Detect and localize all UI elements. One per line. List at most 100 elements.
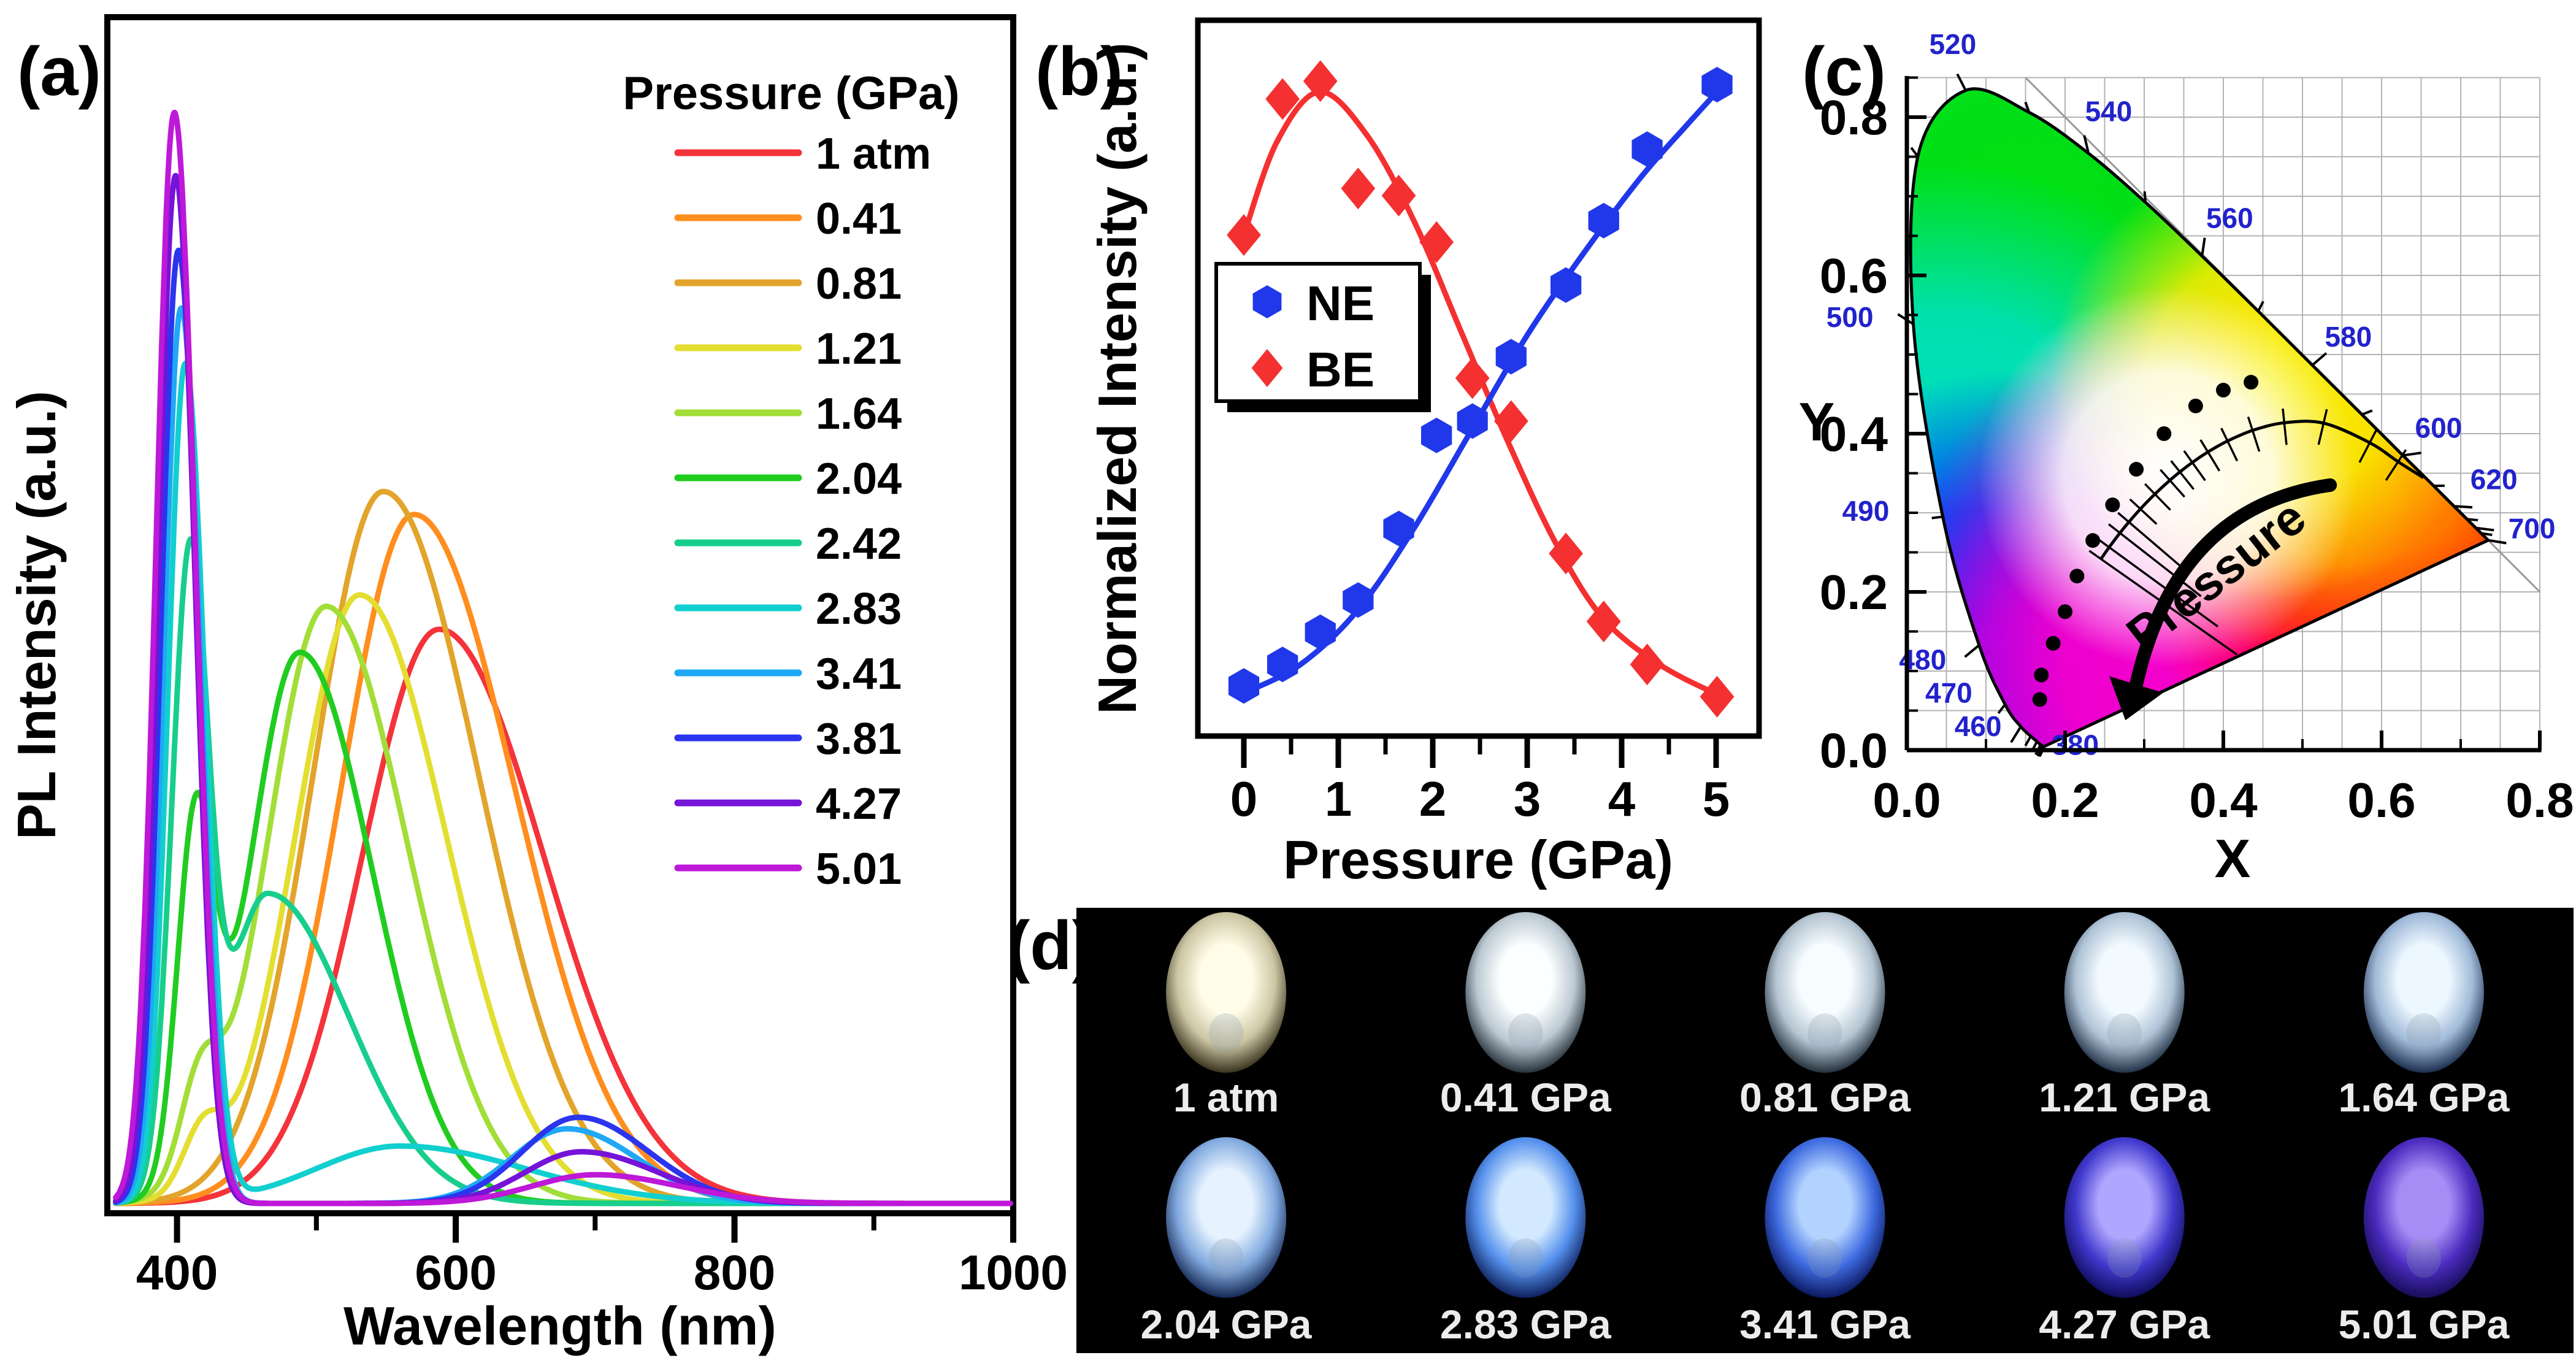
- cie-locus-tick: [2024, 735, 2032, 746]
- ne-point: [1343, 582, 1374, 618]
- cie-spectral-locus: [1909, 87, 2491, 748]
- sample-culet-0.41 GPa: [1508, 1013, 1543, 1053]
- ne-point: [1551, 267, 1582, 303]
- panel-c-y-tick-label: 0.4: [1820, 407, 1888, 461]
- cie-locus-tick: [2010, 726, 2022, 743]
- cie-data-dot: [2216, 383, 2231, 398]
- be-point: [1630, 643, 1665, 686]
- cct-isotherm: [2282, 409, 2288, 445]
- panel-d-label: (d): [1007, 907, 1095, 984]
- cie-data-dot: [2045, 635, 2061, 651]
- cct-isotherm: [2144, 483, 2171, 511]
- be-point: [1419, 221, 1454, 263]
- panel-a-tick-label: 400: [136, 1245, 218, 1300]
- panel-c-y-tick-label: 0.0: [1820, 723, 1888, 778]
- panel-c-x-tick-label: 0.6: [2347, 773, 2415, 827]
- panel-d-photos: 1 atm 0.41 GPa 0.81 GPa 1.21 GPa 1.64 GPa 2.0…: [1076, 908, 2574, 1353]
- sample-culet-2.04 GPa: [1209, 1238, 1244, 1278]
- be-point: [1455, 357, 1490, 399]
- panel-b-tick-label: 2: [1419, 772, 1447, 826]
- photo-pressure-label: 2.04 GPa: [1141, 1302, 1313, 1347]
- cct-isotherm: [2220, 428, 2239, 462]
- be-point: [1700, 675, 1735, 718]
- cie-wavelength-label: 460: [1955, 710, 2002, 742]
- panel-a-frame: [104, 14, 1016, 1216]
- cie-locus-tick: [1964, 644, 1980, 658]
- cie-data-dot: [2069, 569, 2085, 584]
- cct-isotherm: [2129, 498, 2158, 525]
- ne-point: [1305, 614, 1336, 650]
- panel-b-tick-label: 1: [1325, 772, 1352, 826]
- be-point: [1381, 174, 1416, 217]
- legend-ne-marker: [1252, 285, 1282, 318]
- sample-photo-0.81 GPa: [1765, 912, 1885, 1073]
- ne-point: [1228, 668, 1260, 704]
- sample-culet-3.41 GPa: [1807, 1238, 1842, 1278]
- panel-b-yaxis-title: Normalized Intensity (a.u.): [1087, 42, 1148, 714]
- panel-c-y-tick-label: 0.6: [1820, 248, 1888, 303]
- cie-locus-tick: [2475, 526, 2494, 532]
- panel-b-tick-label: 0: [1230, 772, 1258, 826]
- panel-b-frame: [1195, 17, 1762, 739]
- panel-c-xaxis-title: X: [2215, 828, 2251, 889]
- cie-horseshoe-fill: [1911, 88, 2488, 746]
- cct-isotherm: [2199, 439, 2221, 472]
- legend-label-3.41: 3.41: [816, 650, 902, 699]
- cct-isotherm: [2317, 409, 2328, 445]
- panel-a-tick-label: 800: [694, 1245, 775, 1300]
- be-point: [1303, 60, 1338, 102]
- sample-photo-1.64 GPa: [2363, 912, 2484, 1073]
- cie-locus-tick: [2466, 518, 2478, 522]
- cie-locus-tick: [2453, 505, 2473, 509]
- sample-culet-1.21 GPa: [2107, 1013, 2142, 1053]
- panel-b-legend-box: [1214, 262, 1422, 403]
- legend-label-2.42: 2.42: [816, 520, 902, 569]
- photo-pressure-label: 3.41 GPa: [1739, 1302, 1911, 1347]
- cie-wavelength-label: 700: [2509, 512, 2556, 544]
- pressure-arrow: [2129, 478, 2337, 691]
- cie-locus-tick: [2402, 451, 2421, 457]
- panel-b-tick-label: 5: [1703, 772, 1730, 826]
- cie-locus-tick: [2024, 101, 2031, 113]
- cie-locus-tick: [2361, 409, 2373, 416]
- cie-wavelength-label: 580: [2325, 321, 2372, 353]
- cie-data-dot: [2085, 533, 2101, 548]
- panel-b-plot: 0 1 2 3 4 5 NE BE: [1195, 17, 1762, 826]
- cct-isotherm: [2358, 429, 2377, 463]
- sample-culet-5.01 GPa: [2406, 1238, 2441, 1278]
- cct-isotherm: [2385, 449, 2407, 481]
- legend-label-0.41: 0.41: [816, 194, 902, 244]
- cie-locus-tick: [1997, 704, 2006, 715]
- legend-label-2.04: 2.04: [816, 455, 902, 504]
- ne-point: [1588, 202, 1619, 239]
- cie-wavelength-label: 600: [2415, 412, 2463, 443]
- cct-isotherm: [2108, 523, 2202, 597]
- cie-wavelength-label: 500: [1827, 301, 1874, 333]
- cie-locus-tick: [2481, 532, 2493, 537]
- cie-data-dot: [2032, 692, 2047, 707]
- ne-point: [1383, 510, 1414, 547]
- legend-label-5.01: 5.01: [816, 845, 902, 894]
- panel-a-label: (a): [17, 33, 101, 110]
- photo-pressure-label: 1.64 GPa: [2338, 1075, 2510, 1120]
- cct-isotherm: [2117, 512, 2184, 569]
- cct-isotherm: [2170, 460, 2195, 490]
- cie-locus-tick: [2083, 135, 2090, 154]
- cie-wavelength-label: 540: [2085, 95, 2133, 127]
- be-point: [1549, 532, 1584, 575]
- cie-wavelength-label: 380: [2052, 729, 2099, 761]
- sample-photo-3.41 GPa: [1765, 1137, 1885, 1298]
- panel-c-x-tick-label: 0.0: [1873, 773, 1941, 827]
- cie-data-dot: [2034, 667, 2049, 683]
- panel-a-tick-label: 1000: [959, 1245, 1068, 1300]
- cie-locus-tick: [2311, 352, 2328, 366]
- cie-data-dot: [2105, 497, 2120, 513]
- cie-locus-tick: [1956, 73, 1967, 91]
- be-point: [1265, 78, 1300, 120]
- ne-point: [1457, 403, 1488, 439]
- photo-pressure-label: 0.41 GPa: [1440, 1075, 1612, 1120]
- be-point: [1493, 400, 1528, 442]
- be-point: [1227, 214, 1261, 256]
- cie-locus-tick: [2201, 237, 2206, 256]
